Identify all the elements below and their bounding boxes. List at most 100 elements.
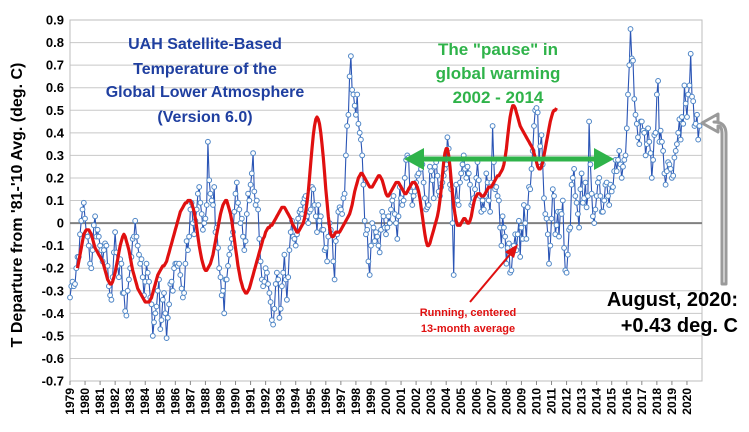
x-tick-label: 1988	[198, 388, 212, 415]
x-tick-label: 2018	[650, 388, 664, 415]
monthly-point	[670, 172, 677, 179]
monthly-point	[549, 186, 556, 193]
monthly-point	[383, 231, 389, 238]
monthly-point	[571, 166, 577, 172]
monthly-point	[679, 114, 685, 120]
x-tick-label: 2016	[620, 388, 634, 415]
monthly-point	[375, 242, 382, 249]
monthly-point	[645, 125, 651, 132]
latest-line-2: +0.43 deg. C	[621, 315, 738, 337]
monthly-point	[305, 220, 312, 227]
monthly-point	[162, 310, 169, 317]
y-tick-label: 0.7	[46, 58, 64, 73]
monthly-point	[542, 211, 549, 217]
monthly-point	[206, 177, 213, 184]
monthly-point	[245, 190, 252, 197]
monthly-point	[674, 141, 680, 148]
monthly-point	[672, 148, 679, 154]
monthly-point	[287, 229, 294, 236]
monthly-point	[632, 111, 639, 118]
monthly-point	[225, 263, 231, 269]
monthly-point	[682, 100, 689, 107]
monthly-point	[420, 179, 427, 186]
x-tick-label: 2019	[665, 388, 679, 415]
y-tick-label: 0.3	[46, 148, 64, 163]
monthly-point	[203, 202, 210, 208]
monthly-point	[551, 193, 557, 199]
monthly-point	[591, 220, 598, 227]
monthly-point	[518, 224, 525, 231]
x-tick-label: 2002	[409, 388, 423, 415]
monthly-point	[498, 242, 505, 249]
monthly-point	[80, 199, 87, 206]
x-tick-label: 1979	[63, 388, 77, 415]
y-tick-label: -0.1	[42, 238, 64, 253]
monthly-point	[531, 123, 537, 129]
monthly-point	[94, 226, 101, 233]
monthly-point	[343, 152, 349, 159]
monthly-point	[675, 129, 682, 136]
monthly-point	[251, 188, 258, 195]
monthly-point	[578, 170, 585, 177]
monthly-point	[266, 290, 273, 296]
monthly-point	[235, 199, 241, 206]
x-tick-label: 1994	[289, 388, 303, 415]
monthly-point	[586, 118, 592, 125]
monthly-point	[580, 199, 586, 206]
monthly-point	[358, 136, 364, 143]
monthly-point	[221, 310, 228, 317]
monthly-point	[159, 296, 166, 303]
latest-line-1: August, 2020:	[607, 289, 738, 311]
monthly-point	[125, 276, 132, 283]
monthly-point	[657, 127, 664, 134]
monthly-point	[642, 152, 649, 159]
monthly-point	[541, 195, 547, 202]
monthly-point	[558, 211, 565, 217]
monthly-point	[564, 251, 571, 258]
monthly-point	[503, 260, 510, 267]
monthly-point	[573, 199, 580, 206]
monthly-point	[695, 136, 702, 143]
monthly-point	[300, 199, 307, 206]
monthly-point	[592, 206, 599, 213]
y-axis-title: T Departure from '81-'10 Avg. (deg. C)	[9, 63, 26, 348]
monthly-point	[183, 238, 190, 245]
monthly-point	[154, 287, 161, 294]
monthly-point	[606, 202, 613, 208]
monthly-point	[522, 220, 529, 227]
monthly-point	[648, 175, 655, 181]
monthly-point	[148, 301, 155, 308]
monthly-point	[641, 129, 648, 136]
y-tick-label: 0.4	[46, 125, 65, 140]
monthly-point	[459, 161, 466, 168]
monthly-point	[118, 260, 125, 267]
latest-annotation: August, 2020: +0.43 deg. C	[607, 112, 738, 337]
monthly-point	[422, 195, 428, 202]
monthly-point	[177, 272, 184, 278]
x-tick-label: 2010	[529, 388, 543, 415]
monthly-point	[359, 152, 366, 159]
monthly-point	[597, 193, 604, 199]
monthly-point	[601, 197, 608, 204]
pause-line-2: global warming	[436, 64, 561, 83]
monthly-point	[444, 134, 451, 141]
monthly-point	[277, 305, 284, 312]
monthly-point	[163, 335, 170, 342]
monthly-point	[185, 247, 191, 254]
monthly-point	[158, 317, 165, 324]
monthly-point	[216, 265, 223, 272]
monthly-point	[655, 78, 661, 84]
monthly-point	[331, 276, 338, 283]
monthly-point	[279, 283, 285, 290]
monthly-point	[248, 170, 255, 177]
monthly-point	[622, 152, 629, 159]
title-line-3: Global Lower Atmosphere	[106, 84, 305, 101]
monthly-point	[267, 299, 274, 305]
monthly-point	[684, 114, 690, 120]
x-tick-label: 2009	[514, 388, 528, 415]
monthly-point	[365, 258, 372, 265]
x-tick-label: 1996	[319, 388, 333, 415]
monthly-point	[690, 98, 697, 105]
monthly-point	[280, 269, 287, 276]
monthly-point	[291, 236, 298, 242]
